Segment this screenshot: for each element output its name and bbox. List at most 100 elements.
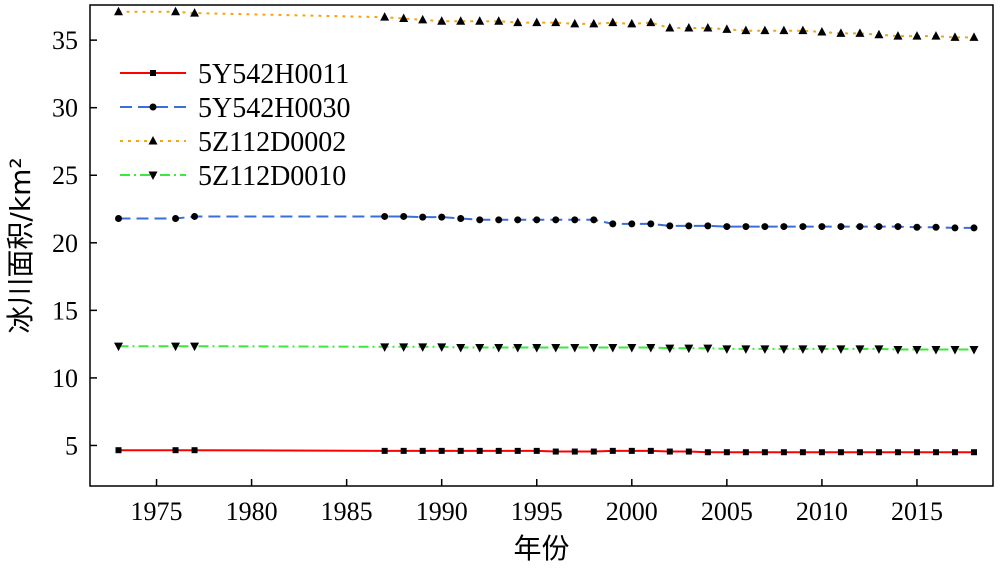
data-point <box>836 28 846 37</box>
data-point <box>932 449 939 456</box>
data-point <box>419 213 427 221</box>
data-point <box>589 18 599 28</box>
series-line <box>118 10 974 39</box>
data-point <box>438 447 445 454</box>
data-point <box>628 220 636 228</box>
legend-swatch-marker <box>148 171 158 180</box>
data-point <box>171 342 181 352</box>
y-tick-label: 20 <box>52 229 78 258</box>
data-point <box>799 449 806 456</box>
data-point <box>590 448 597 455</box>
data-point <box>685 222 693 230</box>
data-point <box>742 223 750 231</box>
data-point <box>172 447 179 454</box>
data-point <box>114 6 124 16</box>
data-point <box>780 449 787 456</box>
data-point <box>552 216 560 224</box>
data-point <box>666 448 673 455</box>
data-point <box>855 28 865 37</box>
data-point <box>723 223 731 231</box>
data-point <box>608 344 618 353</box>
data-point <box>418 343 428 352</box>
data-point <box>532 344 542 353</box>
legend-swatch-marker <box>148 136 158 145</box>
data-point <box>191 447 198 454</box>
series-layer <box>114 6 979 456</box>
legend-label: 5Z112D0002 <box>198 127 346 158</box>
data-point <box>703 344 713 354</box>
y-tick-label: 15 <box>52 296 78 325</box>
data-point <box>400 212 408 220</box>
legend-item: 5Z112D0010 <box>120 161 346 192</box>
data-point <box>551 17 561 27</box>
data-point <box>779 345 789 354</box>
data-point <box>704 449 711 456</box>
data-point <box>666 222 674 230</box>
data-point <box>514 447 521 454</box>
data-point <box>400 447 407 454</box>
y-tick-label: 30 <box>52 94 78 123</box>
data-point <box>684 22 694 32</box>
data-point <box>742 449 749 456</box>
data-point <box>761 449 768 456</box>
data-point <box>608 17 618 27</box>
data-point <box>932 223 940 231</box>
data-point <box>590 216 598 224</box>
data-point <box>190 8 200 17</box>
series-5Y542H0030 <box>115 212 978 232</box>
data-point <box>875 223 883 231</box>
y-axis-ticks: 5 10 15 20 25 30 35 <box>52 26 97 460</box>
data-point <box>779 25 789 35</box>
data-point <box>761 223 769 231</box>
data-point <box>665 22 675 32</box>
x-axis-ticks: 1975 1980 1985 1990 1995 2000 2005 2010 2015 <box>131 479 943 526</box>
data-point <box>495 447 502 454</box>
series-line <box>118 345 974 351</box>
data-point <box>381 212 389 220</box>
data-point <box>722 345 732 354</box>
data-point <box>114 342 124 352</box>
legend-item: 5Y542H0011 <box>120 59 349 90</box>
data-point <box>893 31 903 40</box>
data-point <box>799 223 807 231</box>
data-point <box>836 345 846 354</box>
series-5Z112D0010 <box>114 342 979 355</box>
x-tick-label: 1975 <box>131 497 183 526</box>
legend-swatch-marker <box>150 70 156 76</box>
data-point <box>760 345 770 354</box>
data-point <box>437 343 447 352</box>
data-point <box>571 448 578 455</box>
x-tick-label: 2000 <box>606 497 658 526</box>
data-point <box>951 449 958 456</box>
data-point <box>684 344 694 354</box>
data-point <box>475 16 485 25</box>
legend-label: 5Y542H0030 <box>198 93 350 124</box>
data-point <box>931 346 941 355</box>
plot-frame <box>89 4 994 487</box>
data-point <box>172 214 180 222</box>
data-point <box>780 223 788 231</box>
data-point <box>571 216 579 224</box>
y-tick-label: 25 <box>52 161 78 190</box>
data-point <box>115 447 122 454</box>
data-point <box>894 223 902 231</box>
data-point <box>513 344 523 353</box>
data-point <box>171 6 181 16</box>
data-point <box>627 18 637 28</box>
data-point <box>722 24 732 33</box>
data-point <box>874 29 884 39</box>
data-point <box>855 345 865 354</box>
data-point <box>495 216 503 224</box>
data-point <box>532 17 542 27</box>
data-point <box>456 344 466 353</box>
data-point <box>646 17 656 27</box>
data-point <box>589 344 599 353</box>
data-point <box>856 223 864 231</box>
data-point <box>438 213 446 221</box>
data-point <box>399 13 409 23</box>
legend-label: 5Z112D0010 <box>198 161 346 192</box>
data-point <box>703 22 713 32</box>
data-point <box>741 25 751 35</box>
data-point <box>875 449 882 456</box>
